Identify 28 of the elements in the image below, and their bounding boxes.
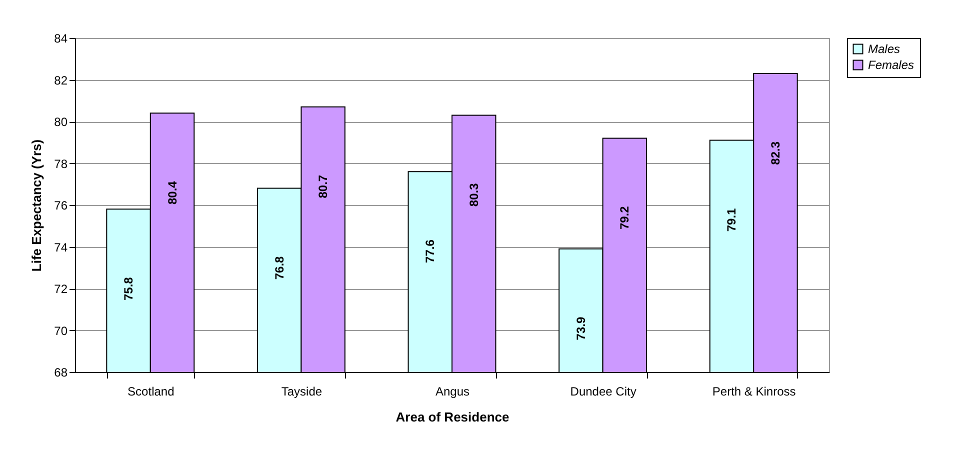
y-axis-title: Life Expectancy (Yrs) (29, 139, 44, 272)
data-label: 77.6 (423, 239, 438, 263)
x-tick-label: Perth & Kinross (712, 384, 796, 398)
data-label: 82.3 (768, 141, 782, 165)
y-tick-label: 84 (54, 32, 68, 46)
data-label: 75.8 (122, 276, 136, 301)
y-tick-label: 76 (54, 198, 68, 212)
y-tick-label: 82 (54, 73, 68, 88)
y-tick-label: 70 (54, 324, 68, 338)
x-tick-label: Tayside (281, 384, 322, 398)
x-axis-title: Area of Residence (396, 410, 510, 424)
data-label: 80.4 (165, 180, 180, 205)
data-label: 73.9 (574, 316, 588, 340)
y-tick-label: 72 (54, 282, 68, 296)
y-tick-label: 68 (54, 366, 68, 380)
x-tick-label: Scotland (128, 384, 174, 398)
y-tick-label: 78 (54, 156, 68, 171)
data-label: 76.8 (272, 256, 286, 280)
y-tick-label: 80 (54, 115, 68, 129)
data-label: 80.7 (316, 174, 330, 198)
x-tick-label: Angus (435, 384, 470, 398)
x-tick-label: Dundee City (570, 384, 636, 398)
data-label: 80.3 (466, 182, 481, 207)
data-label: 79.2 (618, 206, 632, 230)
y-tick-label: 74 (54, 240, 68, 254)
legend-label: Males (868, 42, 900, 56)
data-label: 79.1 (724, 208, 739, 232)
legend-label: Females (868, 58, 914, 72)
